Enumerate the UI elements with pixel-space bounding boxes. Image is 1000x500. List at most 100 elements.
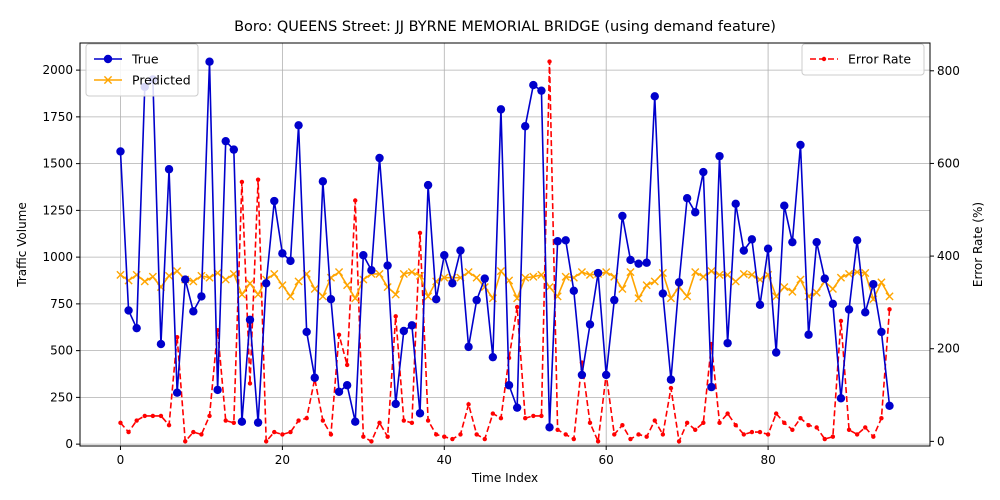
legend-marker [103,75,113,85]
data-point [132,323,141,333]
data-point [288,429,293,435]
data-point [237,417,247,426]
data-point [424,292,433,301]
data-point [717,420,722,426]
data-point [773,411,779,416]
data-point [804,330,813,339]
axes: 0 20 40 60 800250500750100012501500175020000… [42,63,959,467]
data-point [431,294,441,304]
data-point [652,418,657,423]
data-point [375,153,384,163]
data-point [545,423,554,432]
x-tick-label: 60 [599,453,614,467]
data-point [415,271,425,280]
data-point [407,267,416,277]
data-point [683,292,692,301]
data-point [869,280,878,289]
data-point [223,418,228,423]
data-point [173,267,182,276]
data-point [310,284,319,294]
data-point [504,381,514,390]
data-point [237,290,246,299]
data-point [658,268,667,278]
data-point [399,269,408,279]
data-point [668,385,674,391]
data-point [385,434,390,439]
legend-label: Predicted [132,73,191,88]
y-left-tick-label: 1750 [42,110,73,124]
data-point [393,314,398,319]
legend-left: True Predicted [85,43,199,97]
data-point [877,278,886,287]
data-point [247,381,253,386]
data-point [537,86,546,95]
data-point [498,416,504,421]
data-point [618,211,627,221]
data-point [595,439,601,444]
data-point [852,236,862,245]
data-point [545,282,554,292]
data-point [409,420,415,426]
y-left-tick-label: 1250 [42,203,73,217]
data-point [585,320,595,329]
data-point [788,287,797,296]
data-point [812,288,821,297]
data-point [788,237,797,247]
data-point [854,432,860,437]
data-point [425,418,431,423]
data-point [846,427,852,432]
data-point [302,327,311,337]
data-point [174,334,180,340]
data-point [294,121,303,130]
data-point [569,286,579,295]
data-point [529,272,538,281]
data-point [353,198,358,203]
data-point [166,422,172,428]
data-point [620,422,625,428]
data-point [796,140,805,150]
data-point [741,432,747,437]
data-point [861,308,870,317]
data-point [699,272,708,281]
data-point [577,370,587,380]
data-point [239,179,245,185]
data-point [512,403,522,412]
data-point [577,267,586,277]
data-point [836,273,846,282]
data-point [814,425,819,430]
data-point [255,177,261,182]
data-point [361,434,366,439]
legend-right: Error Rate [801,43,925,76]
data-point [229,145,239,154]
data-point [158,413,164,419]
legend-marker [103,54,113,64]
data-point [561,272,570,281]
data-point [618,284,627,294]
data-point [191,429,196,435]
series-layer [116,57,894,445]
data-point [838,318,844,324]
data-point [887,307,892,312]
data-point [229,269,238,279]
data-point [780,201,789,210]
data-point [806,422,811,428]
data-point [440,251,449,260]
data-point [280,432,285,437]
data-point [755,300,765,310]
data-point [343,281,352,290]
data-point [164,165,174,174]
data-point [844,305,854,314]
series-true [116,57,894,432]
data-point [278,249,287,258]
data-point [172,388,182,397]
data-point [221,136,230,146]
data-point [263,439,269,444]
data-point [587,420,593,426]
data-point [642,258,651,267]
data-point [739,246,749,255]
data-point [514,304,520,310]
y-right-tick-label: 600 [937,156,960,170]
data-point [650,277,659,286]
data-point [245,315,255,324]
